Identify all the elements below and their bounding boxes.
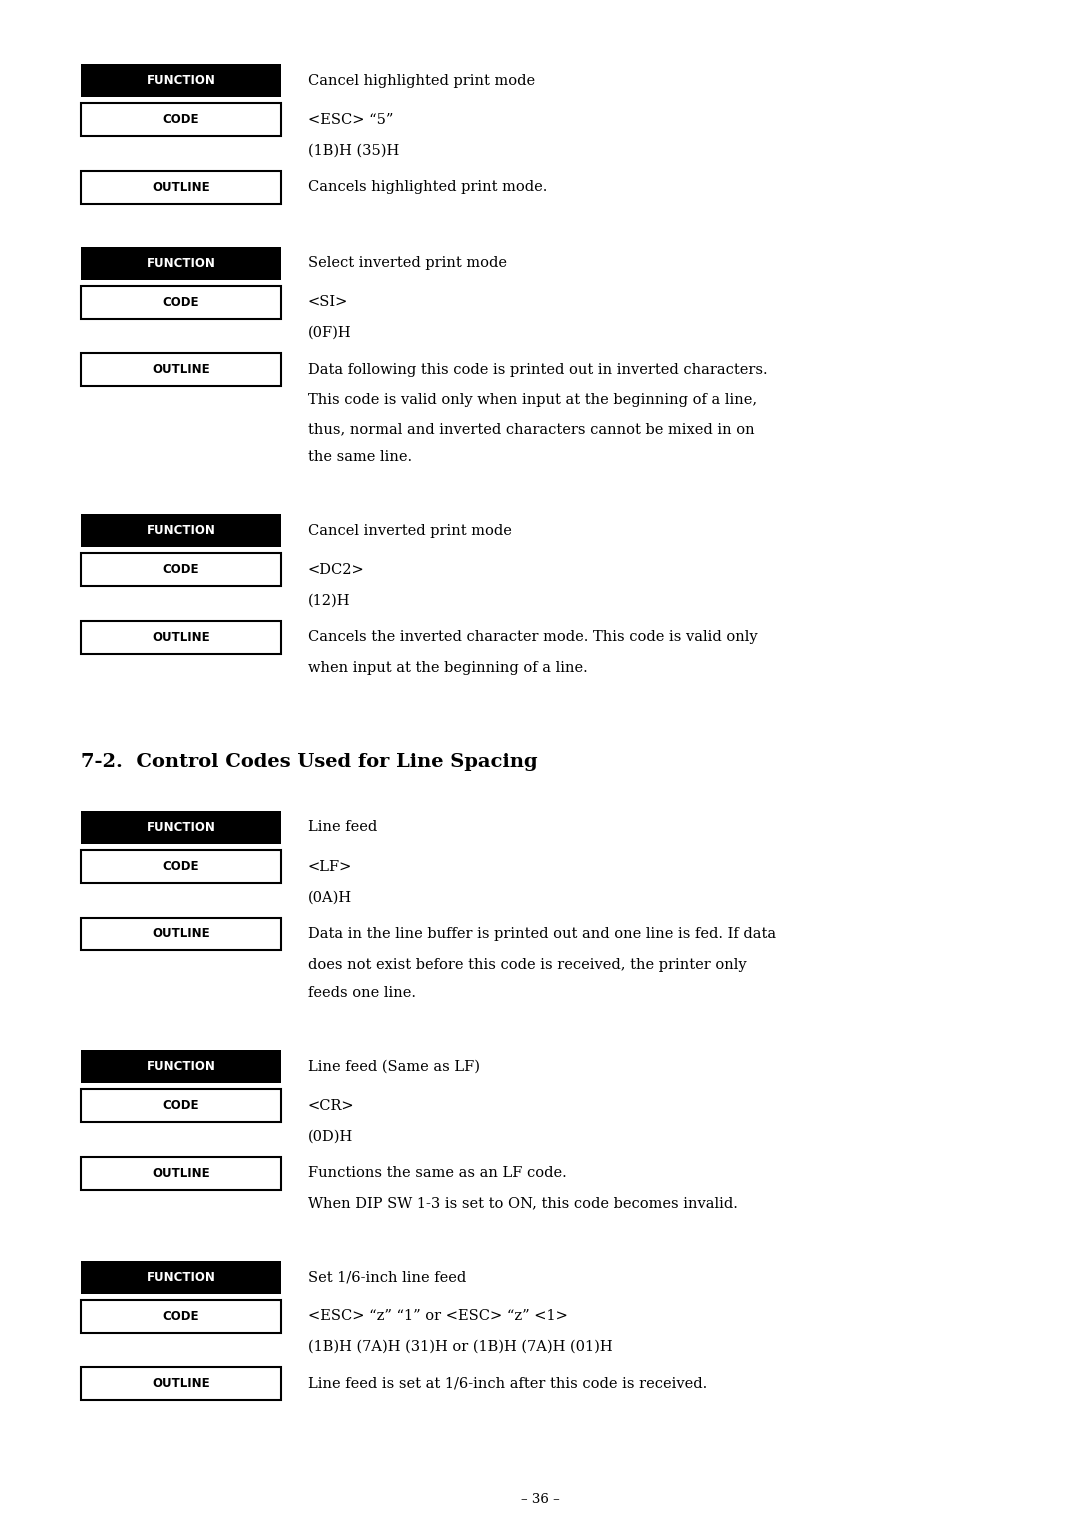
Text: (0F)H: (0F)H: [308, 327, 351, 340]
Text: Functions the same as an LF code.: Functions the same as an LF code.: [308, 1167, 567, 1180]
FancyBboxPatch shape: [81, 1367, 281, 1400]
Text: CODE: CODE: [163, 860, 199, 872]
Text: FUNCTION: FUNCTION: [147, 1271, 215, 1283]
Text: feeds one line.: feeds one line.: [308, 986, 416, 1000]
FancyBboxPatch shape: [81, 621, 281, 653]
Text: CODE: CODE: [163, 1311, 199, 1323]
Text: thus, normal and inverted characters cannot be mixed in on: thus, normal and inverted characters can…: [308, 422, 755, 435]
Text: <DC2>: <DC2>: [308, 563, 365, 576]
Text: Data following this code is printed out in inverted characters.: Data following this code is printed out …: [308, 363, 768, 377]
FancyBboxPatch shape: [81, 849, 281, 883]
Text: OUTLINE: OUTLINE: [152, 927, 210, 940]
Text: 7-2.  Control Codes Used for Line Spacing: 7-2. Control Codes Used for Line Spacing: [81, 753, 538, 771]
FancyBboxPatch shape: [81, 1050, 281, 1082]
FancyBboxPatch shape: [81, 104, 281, 136]
FancyBboxPatch shape: [81, 1300, 281, 1332]
FancyBboxPatch shape: [81, 811, 281, 843]
Text: (1B)H (7A)H (31)H or (1B)H (7A)H (01)H: (1B)H (7A)H (31)H or (1B)H (7A)H (01)H: [308, 1340, 612, 1354]
Text: (0D)H: (0D)H: [308, 1130, 353, 1144]
Text: OUTLINE: OUTLINE: [152, 181, 210, 193]
Text: the same line.: the same line.: [308, 451, 411, 464]
Text: OUTLINE: OUTLINE: [152, 632, 210, 644]
Text: CODE: CODE: [163, 1099, 199, 1111]
Text: Cancels highlighted print mode.: Cancels highlighted print mode.: [308, 181, 548, 195]
Text: FUNCTION: FUNCTION: [147, 1061, 215, 1073]
Text: FUNCTION: FUNCTION: [147, 524, 215, 537]
Text: Data in the line buffer is printed out and one line is fed. If data: Data in the line buffer is printed out a…: [308, 927, 775, 941]
Text: (0A)H: (0A)H: [308, 891, 352, 904]
Text: <ESC> “z” “1” or <ESC> “z” <1>: <ESC> “z” “1” or <ESC> “z” <1>: [308, 1309, 568, 1323]
FancyBboxPatch shape: [81, 1088, 281, 1122]
Text: Cancel highlighted print mode: Cancel highlighted print mode: [308, 74, 535, 87]
Text: OUTLINE: OUTLINE: [152, 1167, 210, 1179]
Text: CODE: CODE: [163, 564, 199, 576]
FancyBboxPatch shape: [81, 1156, 281, 1190]
FancyBboxPatch shape: [81, 247, 281, 279]
Text: CODE: CODE: [163, 296, 199, 308]
Text: Line feed: Line feed: [308, 820, 377, 834]
Text: FUNCTION: FUNCTION: [147, 258, 215, 270]
Text: <SI>: <SI>: [308, 296, 348, 310]
Text: when input at the beginning of a line.: when input at the beginning of a line.: [308, 661, 588, 675]
Text: CODE: CODE: [163, 113, 199, 126]
FancyBboxPatch shape: [81, 353, 281, 386]
Text: (12)H: (12)H: [308, 593, 350, 607]
Text: <CR>: <CR>: [308, 1099, 354, 1113]
Text: FUNCTION: FUNCTION: [147, 822, 215, 834]
FancyBboxPatch shape: [81, 1260, 281, 1294]
Text: Cancels the inverted character mode. This code is valid only: Cancels the inverted character mode. Thi…: [308, 630, 757, 644]
Text: – 36 –: – 36 –: [521, 1493, 559, 1505]
Text: Line feed (Same as LF): Line feed (Same as LF): [308, 1059, 480, 1073]
Text: Line feed is set at 1/6-inch after this code is received.: Line feed is set at 1/6-inch after this …: [308, 1377, 707, 1390]
Text: (1B)H (35)H: (1B)H (35)H: [308, 144, 399, 158]
Text: <ESC> “5”: <ESC> “5”: [308, 113, 393, 127]
FancyBboxPatch shape: [81, 64, 281, 98]
Text: When DIP SW 1-3 is set to ON, this code becomes invalid.: When DIP SW 1-3 is set to ON, this code …: [308, 1197, 738, 1211]
Text: Set 1/6-inch line feed: Set 1/6-inch line feed: [308, 1271, 467, 1285]
FancyBboxPatch shape: [81, 514, 281, 547]
FancyBboxPatch shape: [81, 917, 281, 950]
Text: Select inverted print mode: Select inverted print mode: [308, 256, 507, 270]
FancyBboxPatch shape: [81, 553, 281, 586]
Text: does not exist before this code is received, the printer only: does not exist before this code is recei…: [308, 958, 746, 972]
Text: <LF>: <LF>: [308, 860, 352, 874]
Text: OUTLINE: OUTLINE: [152, 1378, 210, 1390]
Text: This code is valid only when input at the beginning of a line,: This code is valid only when input at th…: [308, 394, 757, 408]
FancyBboxPatch shape: [81, 285, 281, 319]
Text: FUNCTION: FUNCTION: [147, 75, 215, 87]
Text: OUTLINE: OUTLINE: [152, 363, 210, 376]
Text: Cancel inverted print mode: Cancel inverted print mode: [308, 524, 512, 538]
FancyBboxPatch shape: [81, 172, 281, 204]
